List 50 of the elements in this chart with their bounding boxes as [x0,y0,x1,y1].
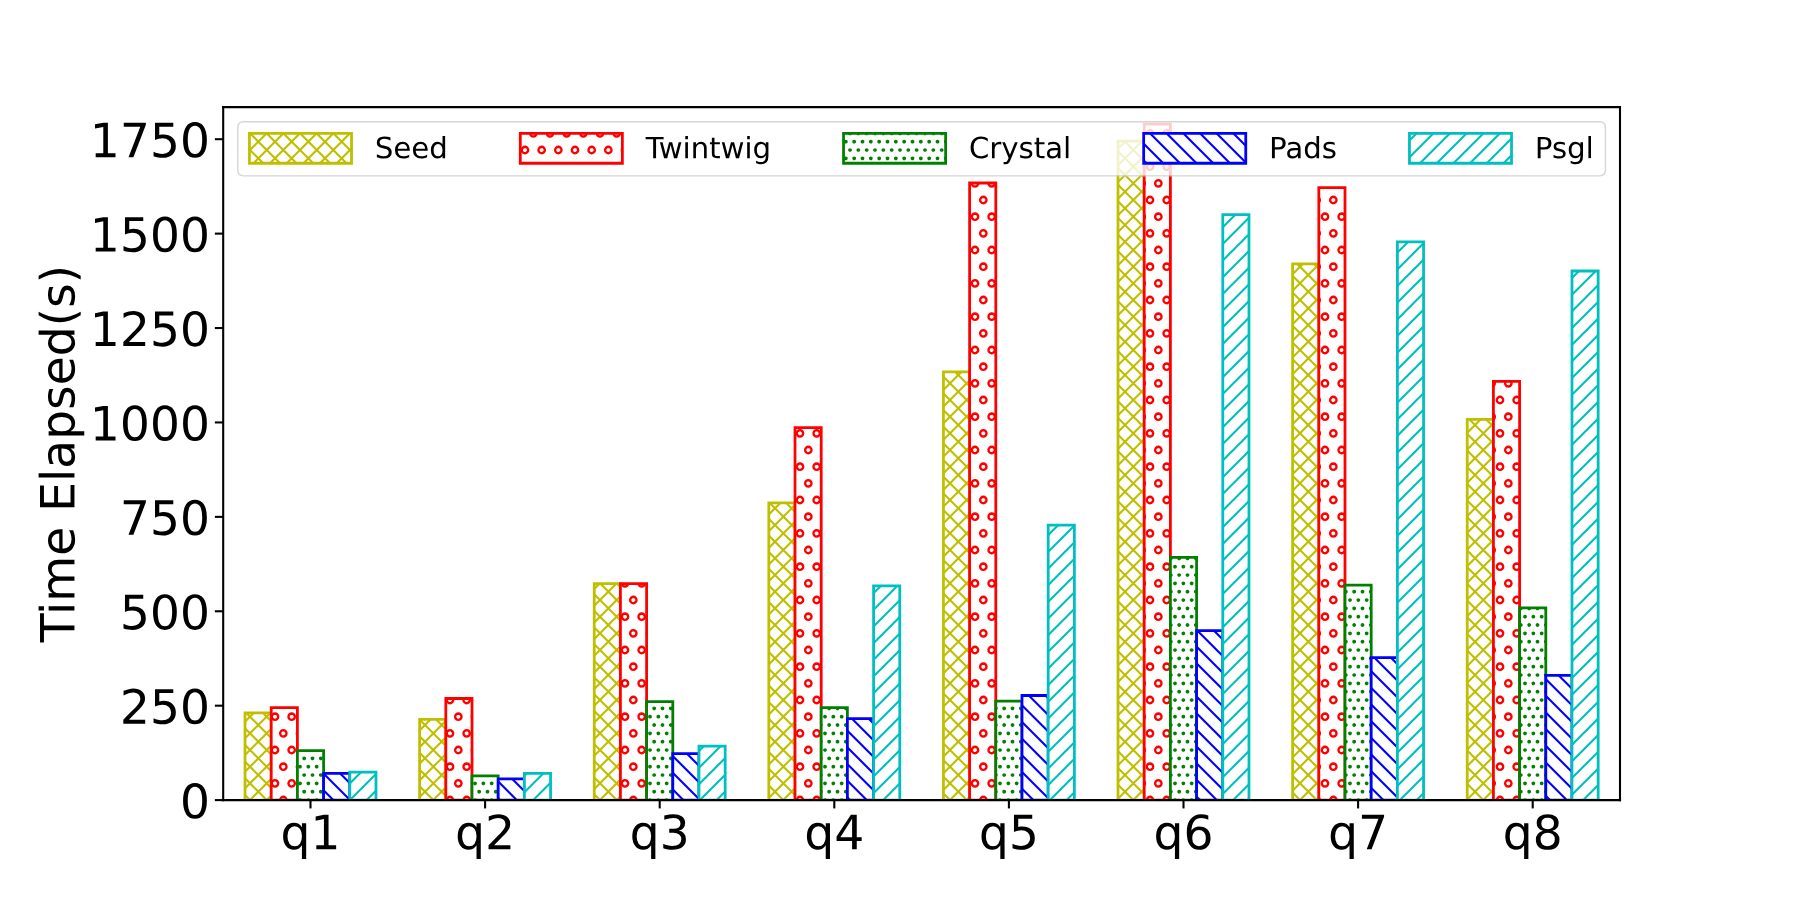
legend-label: Twintwig [645,135,769,165]
x-tick-label: q2 [457,814,511,859]
bar [523,771,552,801]
bar [1492,379,1521,801]
bar [296,749,325,801]
y-tick-label: 500 [123,594,207,630]
bar [819,706,849,801]
bar [968,181,998,801]
bar [1317,186,1347,801]
x-tick-label: q6 [1156,814,1211,859]
bar [1046,523,1076,801]
y-tick-label: 1250 [95,310,207,347]
bar [348,770,378,801]
bar [592,582,622,801]
bar [1343,583,1373,801]
bar [1544,674,1574,801]
bar [767,501,797,801]
bar [994,699,1024,801]
bar [697,744,727,801]
bar [1396,240,1425,801]
bar [1465,418,1495,801]
x-tick-label: q8 [1505,814,1560,859]
legend-label: Seed [376,135,446,159]
bar [1518,606,1548,801]
bar [942,370,971,801]
bar [671,752,701,801]
bar [444,697,474,801]
bar [1169,555,1198,801]
x-tick-label: q1 [283,814,337,859]
bar [1570,269,1600,801]
bar [793,426,823,801]
x-tick-label: q4 [806,814,862,859]
legend-label: Crystal [970,135,1069,165]
y-tick-label: 0 [183,782,207,819]
y-tick-label: 1000 [95,405,207,442]
y-tick-label: 250 [123,688,207,725]
legend-label: Psgl [1537,135,1592,165]
y-tick-label: 750 [123,499,207,536]
bar [1221,213,1251,801]
bar [269,706,299,801]
y-axis-title: Time Elapsed(s) [38,268,85,643]
y-tick-label: 1500 [95,216,207,253]
legend-label: Pads [1271,135,1336,159]
bar [872,584,902,801]
y-tick-label: 1750 [95,122,207,158]
x-tick-label: q7 [1330,814,1385,859]
x-tick-label: q5 [981,814,1035,859]
bar [619,582,648,801]
x-tick-label: q3 [632,814,686,859]
bar [645,700,675,801]
